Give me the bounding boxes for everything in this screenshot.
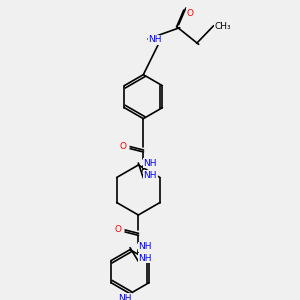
Text: NH: NH xyxy=(144,159,157,168)
Text: NH: NH xyxy=(144,170,157,179)
Text: CH₃: CH₃ xyxy=(214,22,231,31)
Text: O: O xyxy=(115,226,122,235)
Text: O: O xyxy=(120,142,127,151)
Text: NH: NH xyxy=(118,294,132,300)
Text: NH: NH xyxy=(148,35,162,44)
Text: O: O xyxy=(186,9,193,18)
Text: NH: NH xyxy=(139,254,152,263)
Text: NH: NH xyxy=(139,242,152,251)
